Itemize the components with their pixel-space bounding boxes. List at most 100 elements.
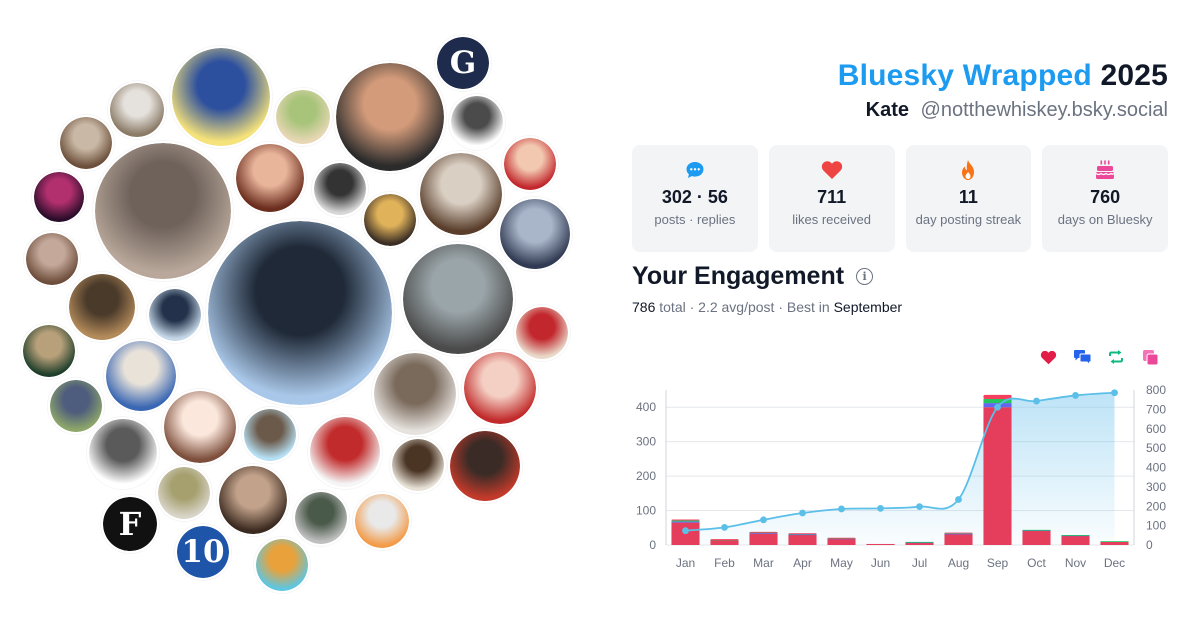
stat-card-likes: 711 likes received [768, 145, 895, 252]
cumulative-point [1033, 397, 1040, 405]
engagement-best-month: September [833, 299, 903, 315]
likes-value: 711 [817, 187, 847, 207]
avatar[interactable] [274, 88, 332, 146]
avatar[interactable] [498, 197, 572, 271]
avatar[interactable] [448, 429, 522, 503]
avatar[interactable] [58, 115, 114, 171]
avatar[interactable] [514, 305, 570, 361]
y-right-tick-label: 200 [1146, 499, 1166, 513]
y-right-tick-label: 600 [1146, 422, 1166, 436]
y-right-tick-label: 700 [1146, 402, 1166, 416]
avatar[interactable] [93, 141, 233, 281]
speech-bubble-icon [684, 159, 706, 181]
y-right-tick-label: 300 [1146, 480, 1166, 494]
avatar[interactable] [449, 94, 505, 150]
likes-legend-heart-icon[interactable] [1038, 347, 1058, 367]
avatar[interactable] [48, 378, 104, 434]
avatar[interactable]: 10 [175, 524, 231, 580]
x-tick-label: May [830, 556, 853, 570]
avatar[interactable] [242, 407, 298, 463]
bar-segment [788, 534, 817, 545]
y-right-tick-label: 400 [1146, 461, 1166, 475]
y-right-tick-label: 100 [1146, 519, 1166, 533]
avatar[interactable] [206, 219, 394, 407]
avatar[interactable] [24, 231, 80, 287]
bar-segment [749, 531, 778, 533]
bar-segment [671, 519, 700, 521]
avatar[interactable] [170, 46, 272, 148]
y-left-tick-label: 100 [636, 504, 656, 518]
cumulative-point [838, 505, 845, 513]
bar-segment [1022, 529, 1051, 531]
brand-title: Bluesky Wrapped [837, 59, 1092, 92]
bar-segment [1061, 535, 1090, 545]
avatar[interactable] [308, 415, 382, 489]
bar-segment [1100, 541, 1129, 545]
bar-segment [749, 532, 778, 534]
avatar[interactable] [217, 464, 289, 536]
avatar[interactable] [254, 537, 310, 593]
avatar[interactable]: G [435, 35, 491, 91]
cake-icon [1094, 159, 1116, 181]
avatar[interactable] [362, 192, 418, 248]
avatar[interactable] [418, 151, 504, 237]
avatar[interactable] [234, 142, 306, 214]
avatar[interactable] [401, 242, 515, 356]
x-tick-label: Nov [1065, 556, 1086, 570]
avatar[interactable] [390, 437, 446, 493]
avatar[interactable] [108, 81, 166, 139]
avatar[interactable] [104, 339, 178, 413]
x-tick-label: Jan [676, 556, 695, 570]
x-tick-label: Jul [912, 556, 927, 570]
avatar-logo-text: F [118, 505, 142, 543]
avatar[interactable] [462, 350, 538, 426]
avatar[interactable] [162, 389, 238, 465]
engagement-avg-text: · 2.2 avg/post · Best in [689, 299, 830, 315]
quotes-legend-icon[interactable] [1140, 347, 1160, 367]
year-title: 2025 [1100, 59, 1168, 92]
page-title: Bluesky Wrapped 2025 [838, 58, 1168, 94]
avatar[interactable] [372, 351, 458, 437]
cumulative-point [799, 509, 806, 517]
x-tick-label: Aug [948, 556, 969, 570]
avatar[interactable]: F [101, 495, 159, 553]
streak-label: day posting streak [915, 212, 1022, 227]
engagement-summary: 786 total · 2.2 avg/post · Best in Septe… [632, 299, 902, 315]
avatar[interactable] [502, 136, 558, 192]
streak-value: 11 [958, 187, 978, 207]
bar-segment [983, 398, 1012, 404]
bar-segment [710, 539, 739, 545]
bar-segment [983, 407, 1012, 545]
cumulative-point [1111, 389, 1118, 397]
avatar[interactable] [67, 272, 137, 342]
avatar-logo-text: G [449, 45, 477, 81]
avatar[interactable] [156, 465, 212, 521]
user-identity: Kate @notthewhiskey.bsky.social [838, 98, 1168, 122]
avatar[interactable] [293, 490, 349, 546]
bar-segment [788, 534, 817, 536]
avatar[interactable] [353, 492, 411, 550]
info-icon[interactable]: i [856, 268, 874, 285]
y-right-tick-label: 500 [1146, 441, 1166, 455]
bar-segment [905, 542, 934, 545]
stat-card-streak: 11 day posting streak [905, 145, 1032, 252]
avatar[interactable] [32, 170, 86, 224]
reposts-legend-icon[interactable] [1106, 347, 1126, 367]
cumulative-point [916, 503, 923, 511]
bar-segment [944, 532, 973, 534]
avatar-collage: G F 10 [21, 35, 572, 593]
y-right-tick-label: 0 [1146, 538, 1153, 552]
bar-segment [1022, 530, 1051, 545]
replies-legend-icon[interactable] [1072, 347, 1092, 367]
avatar[interactable] [334, 61, 446, 173]
bar-segment [671, 520, 700, 522]
bar-segment [788, 533, 817, 535]
bar-segment [866, 543, 895, 545]
avatar[interactable] [312, 161, 368, 217]
bar-segment [944, 533, 973, 535]
avatar[interactable] [87, 417, 159, 489]
avatar[interactable] [147, 287, 203, 343]
engagement-total-value: 786 [632, 299, 656, 315]
avatar[interactable] [21, 323, 77, 379]
posts-replies-value: 302 · 56 [661, 187, 728, 207]
